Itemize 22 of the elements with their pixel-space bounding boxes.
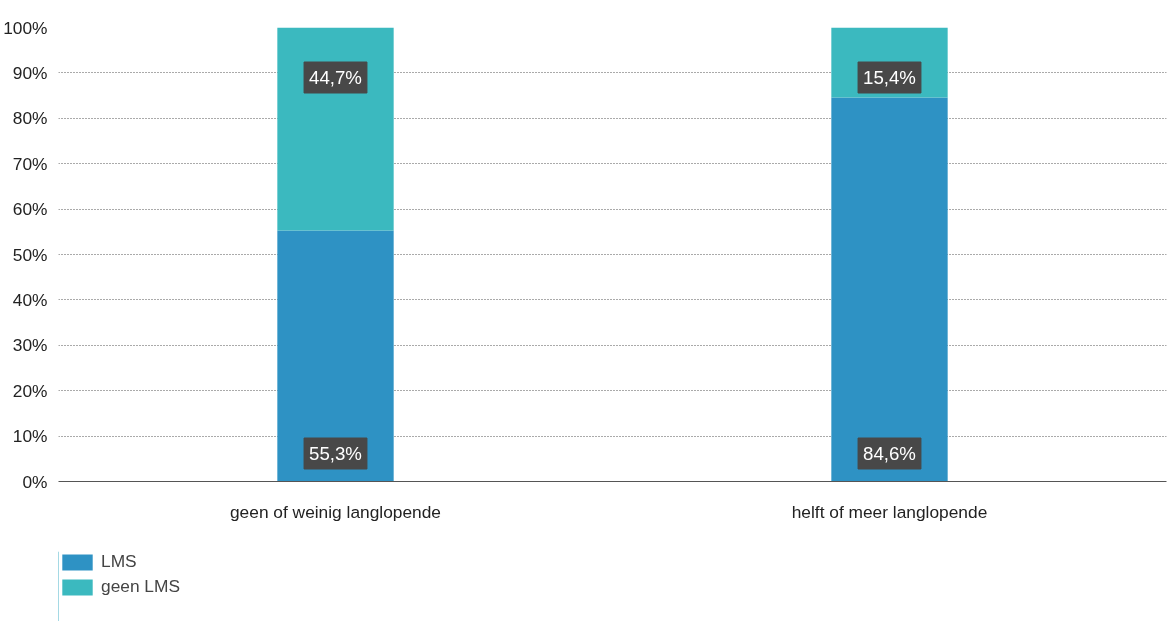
y-tick-label: 50% <box>12 244 48 265</box>
y-tick-label: 30% <box>12 335 48 356</box>
y-tick-label: 80% <box>12 108 48 129</box>
data-label: 55,3% <box>309 443 362 464</box>
y-tick-label: 40% <box>12 289 48 310</box>
y-tick-label: 20% <box>12 380 48 401</box>
data-label: 15,4% <box>863 67 916 88</box>
x-tick-label: helft of meer langlopende <box>791 501 988 522</box>
bar <box>277 27 394 231</box>
y-tick-label: 60% <box>12 199 48 220</box>
y-tick-label: 10% <box>12 426 48 447</box>
y-tick-label: 100% <box>3 17 48 38</box>
data-label: 44,7% <box>309 67 362 88</box>
y-tick-label: 90% <box>12 62 48 83</box>
y-tick-label: 0% <box>22 471 48 492</box>
bar <box>831 97 948 482</box>
legend-label: LMS <box>101 551 137 572</box>
bar <box>277 230 394 482</box>
x-tick-label: geen of weinig langlopende <box>230 501 442 522</box>
data-label: 84,6% <box>863 443 916 464</box>
y-tick-label: 70% <box>12 153 48 174</box>
legend-label: geen LMS <box>101 576 180 597</box>
